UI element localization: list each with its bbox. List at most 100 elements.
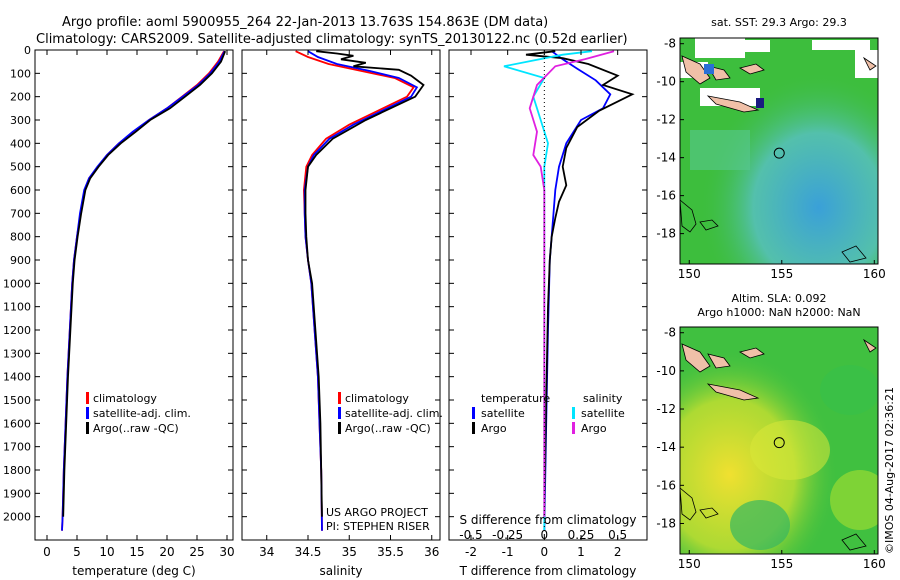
legend-swatch-argo	[86, 422, 89, 434]
series-line-argo	[304, 50, 425, 517]
salinity-legend: climatology satellite-adj. clim. Argo(..…	[338, 392, 443, 435]
legend-sal-satellite: satellite	[581, 407, 625, 420]
x-tick-label: 25	[189, 545, 204, 559]
map-y-tick-label: -12	[656, 113, 676, 127]
header-line1: Argo profile: aoml 5900955_264 22-Jan-20…	[62, 15, 548, 30]
salinity-xlabel: salinity	[319, 564, 362, 578]
y-tick-label: 1000	[3, 277, 31, 290]
map-y-tick-label: -16	[656, 478, 676, 492]
legend-swatch-sal-argo	[572, 422, 575, 434]
header-line2: Climatology: CARS2009. Satellite-adjuste…	[36, 32, 628, 47]
x-tick-label: 36	[424, 545, 439, 559]
x-tick-label: 2	[614, 545, 622, 559]
y-tick-label: 500	[10, 161, 31, 174]
legend-argo: Argo(..raw -QC)	[345, 422, 431, 435]
legend-climatology: climatology	[345, 392, 409, 405]
map-y-tick-label: -14	[656, 440, 676, 454]
sla-argo-location-marker	[773, 437, 785, 449]
y-tick-label: 1400	[3, 371, 31, 384]
sst-map-axes: 150 155 160 -8 -10 -12 -14 -16 -18	[656, 37, 885, 281]
map-x-tick-label: 150	[678, 557, 701, 571]
y-tick-label: 600	[10, 184, 31, 197]
x-tick-label: 1	[577, 545, 585, 559]
x-tick-label: 35.5	[377, 545, 404, 559]
sla-map-image	[680, 327, 878, 554]
legend-climatology: climatology	[93, 392, 157, 405]
temperature-xlabel: temperature (deg C)	[72, 564, 195, 578]
legend-temp-satellite: satellite	[481, 407, 525, 420]
x-tick-label: 10	[99, 545, 114, 559]
legend-swatch-temp-argo	[472, 422, 475, 434]
series-line-salinity-argo	[528, 50, 615, 517]
map-x-tick-label: 150	[678, 267, 701, 281]
map-y-tick-label: -16	[656, 189, 676, 203]
y-tick-label: 400	[10, 137, 31, 150]
difference-xlabel-top: S difference from climatology	[460, 513, 637, 527]
legend-swatch-argo	[338, 422, 341, 434]
x-tick-label: -2	[465, 545, 477, 559]
map-x-tick-label: 155	[770, 557, 793, 571]
legend-satellite: satellite-adj. clim.	[345, 407, 443, 420]
x-tick-label: 15	[129, 545, 144, 559]
x-tick-label: 34.5	[295, 545, 322, 559]
difference-xlabel: T difference from climatology	[459, 564, 637, 578]
sst-map-image	[680, 38, 878, 264]
credits-line2: PI: STEPHEN RISER	[326, 520, 430, 533]
x-top-tick-label: 0.5	[608, 528, 627, 542]
y-tick-label: 2000	[3, 511, 31, 524]
map-x-tick-label: 160	[863, 557, 886, 571]
legend-swatch-satellite	[86, 407, 89, 419]
x-tick-label: -1	[502, 545, 514, 559]
sla-map-title2: Argo h1000: NaN h2000: NaN	[697, 306, 860, 319]
sst-map-title: sat. SST: 29.3 Argo: 29.3	[711, 16, 847, 29]
x-tick-label: 30	[219, 545, 234, 559]
legend-title-salinity: salinity	[583, 392, 623, 405]
series-line-temperature-argo	[525, 50, 635, 517]
imos-watermark: ©IMOS 04-Aug-2017 02:36:21	[883, 387, 896, 554]
legend-argo: Argo(..raw -QC)	[93, 422, 179, 435]
legend-sal-argo: Argo	[581, 422, 607, 435]
y-tick-label: 200	[10, 91, 31, 104]
x-top-tick-label: -0.5	[459, 528, 482, 542]
y-tick-label: 1100	[3, 301, 31, 314]
y-tick-label: 900	[10, 254, 31, 267]
series-line-argo	[62, 50, 227, 517]
y-tick-label: 1300	[3, 347, 31, 360]
y-tick-label: 1700	[3, 441, 31, 454]
map-y-tick-label: -18	[656, 516, 676, 530]
legend-swatch-sal-satellite	[572, 407, 575, 419]
salinity-chart-marks: 34 34.5 35 35.5 36	[242, 49, 440, 559]
x-top-tick-label: 0.25	[568, 528, 595, 542]
legend-satellite: satellite-adj. clim.	[93, 407, 191, 420]
y-tick-label: 1600	[3, 417, 31, 430]
legend-swatch-climatology	[86, 392, 89, 404]
y-tick-label: 0	[24, 44, 31, 57]
x-top-tick-label: -0.25	[492, 528, 523, 542]
map-x-tick-label: 160	[863, 267, 886, 281]
sla-map-frame	[679, 326, 879, 555]
salinity-panel	[241, 49, 441, 541]
y-tick-label: 1200	[3, 324, 31, 337]
legend-swatch-climatology	[338, 392, 341, 404]
map-y-tick-label: -14	[656, 151, 676, 165]
map-x-tick-label: 155	[770, 267, 793, 281]
y-tick-label: 700	[10, 207, 31, 220]
map-y-tick-label: -18	[656, 227, 676, 241]
legend-swatch-satellite	[338, 407, 341, 419]
map-y-tick-label: -8	[664, 326, 676, 340]
y-tick-label: 1900	[3, 487, 31, 500]
sst-map-frame	[679, 37, 879, 265]
y-tick-label: 1500	[3, 394, 31, 407]
y-tick-label: 1800	[3, 464, 31, 477]
x-top-tick-label: 0	[541, 528, 549, 542]
x-tick-label: 0	[43, 545, 51, 559]
sla-map-title1: Altim. SLA: 0.092	[731, 292, 826, 305]
map-y-tick-label: -8	[664, 37, 676, 51]
credits-line1: US ARGO PROJECT	[326, 506, 428, 519]
y-tick-label: 100	[10, 67, 31, 80]
map-y-tick-label: -10	[656, 75, 676, 89]
y-tick-label: 800	[10, 231, 31, 244]
temperature-legend: climatology satellite-adj. clim. Argo(..…	[86, 392, 191, 435]
temperature-chart-marks: 0 5 10 15 20 25 300100200300400500600700800900…	[3, 44, 235, 559]
